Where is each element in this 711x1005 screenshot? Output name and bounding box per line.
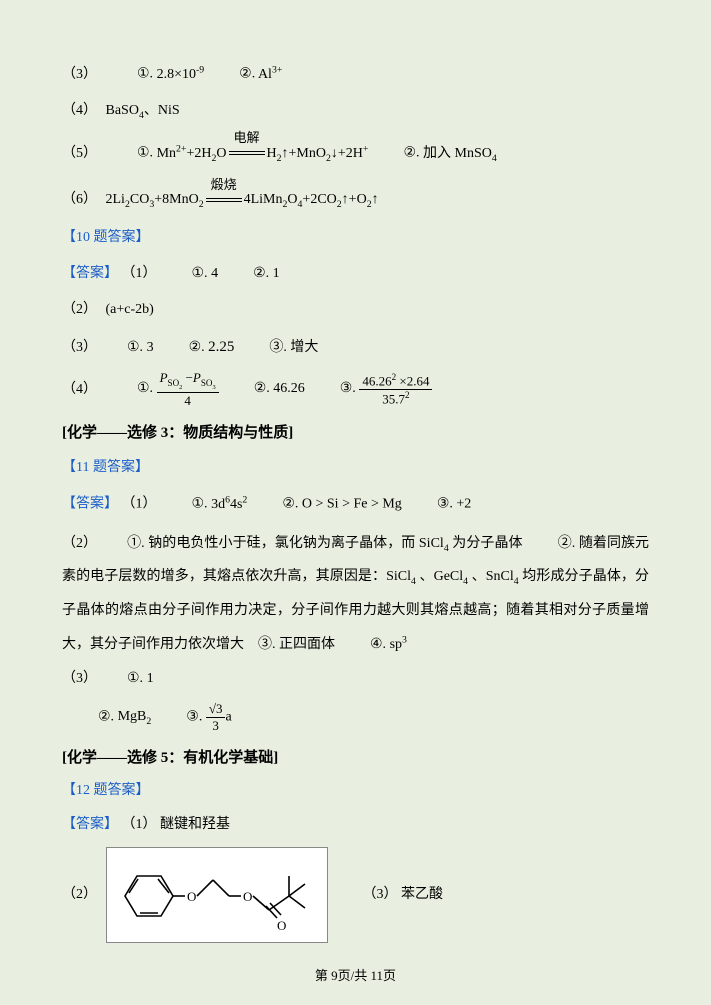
answer-text: 钠的电负性小于硅，氯化钠为离子晶体，而 SiCl4 为分子晶体 xyxy=(148,536,522,551)
answer-value: +2 xyxy=(456,497,471,512)
sub-label: ③. xyxy=(258,637,276,652)
answer-value: O > Si > Fe > Mg xyxy=(302,497,402,512)
answer-label: 【答案】 xyxy=(62,817,118,832)
answer-value: 2.8×10-9 xyxy=(157,67,205,82)
svg-text:O: O xyxy=(277,918,286,933)
answer-value: 正四面体 xyxy=(279,637,335,652)
sub-label: ②. xyxy=(98,709,114,724)
part-label: （4） xyxy=(62,376,102,404)
page-footer: 第 9页/共 11页 xyxy=(0,963,711,989)
q9-part3: （3） ①. 2.8×10-9 ②. Al3+ xyxy=(62,60,649,89)
part-label: （4） xyxy=(62,97,102,125)
q12-part1: 【答案】 （1） 醚键和羟基 xyxy=(62,811,649,839)
answer-value: sp3 xyxy=(390,637,407,652)
part-label: （3） xyxy=(62,334,102,362)
answer-value: (a+c-2b) xyxy=(106,302,154,317)
sub-label: ①. xyxy=(192,497,208,512)
fraction: PSO2 −PSO3 4 xyxy=(157,370,219,408)
q11-part3a: （3） ①. 1 xyxy=(62,665,649,693)
answer-label: 【答案】 xyxy=(62,497,118,512)
sub-label: ③. xyxy=(186,709,202,724)
answer-value: 加入 MnSO4 xyxy=(423,146,497,161)
part-label: （3） xyxy=(363,887,398,902)
sub-label: ②. xyxy=(239,67,255,82)
part-label: （1） xyxy=(122,497,157,512)
q9-part6: （6） 2Li2CO3+8MnO2煅烧4LiMn2O4+2CO2↑+O2↑ xyxy=(62,186,649,214)
answer-text: 随着同族元素的电子层数的增多，其熔点依次升高，其原因是：SiCl4 、GeCl4… xyxy=(62,536,649,652)
q9-part5: （5） ①. Mn2++2H2O电解H2↑+MnO2↓+2H+ ②. 加入 Mn… xyxy=(62,139,649,168)
q9-part4: （4） BaSO4、NiS xyxy=(62,97,649,125)
equation: 2Li2CO3+8MnO2煅烧4LiMn2O4+2CO2↑+O2↑ xyxy=(106,192,379,207)
sub-label: ②. xyxy=(189,340,205,355)
molecule-structure: O O O xyxy=(106,847,328,943)
sub-label: ②. xyxy=(403,146,419,161)
answer-value: 2.25 xyxy=(208,339,234,355)
sub-label: ③. xyxy=(437,497,453,512)
sub-label: ②. xyxy=(254,382,270,397)
answer-label: 【答案】 xyxy=(62,266,118,281)
part-label: （1） xyxy=(122,266,157,281)
q10-part3: （3） ①. 3 ②. 2.25 ③. 增大 xyxy=(62,332,649,362)
part-label: （2） xyxy=(62,296,102,324)
fraction: 46.262 ×2.64 35.72 xyxy=(359,372,432,407)
sub-label: ①. xyxy=(127,671,143,686)
svg-text:O: O xyxy=(243,889,252,904)
sub-label: ①. xyxy=(137,67,153,82)
q11-part3b: ②. MgB2 ③. √3 3 a xyxy=(62,701,649,733)
q11-part2: （2） ①. 钠的电负性小于硅，氯化钠为离子晶体，而 SiCl4 为分子晶体 ②… xyxy=(62,527,649,661)
sub-label: ①. xyxy=(127,340,143,355)
q11-part1: 【答案】 （1） ①. 3d64s2 ②. O > Si > Fe > Mg ③… xyxy=(62,490,649,519)
part-label: （6） xyxy=(62,186,102,214)
answer-value: 3d64s2 xyxy=(211,497,247,512)
fraction: √3 3 xyxy=(206,701,226,733)
q10-part2: （2） (a+c-2b) xyxy=(62,296,649,324)
sub-label: ③. xyxy=(269,340,287,355)
sub-label: ②. xyxy=(558,536,576,551)
answer-value: 1 xyxy=(147,671,154,686)
answer-value: BaSO4、NiS xyxy=(106,103,180,118)
q10-part4: （4） ①. PSO2 −PSO3 4 ②. 46.26 ③. 46.262 ×… xyxy=(62,370,649,408)
part-label: （5） xyxy=(62,140,102,168)
part-label: （3） xyxy=(62,665,102,693)
sub-label: ①. xyxy=(137,146,153,161)
sub-label: ①. xyxy=(127,536,145,551)
sub-label: ③. xyxy=(340,382,356,397)
answer-value: 醚键和羟基 xyxy=(160,817,230,832)
part-label: （1） xyxy=(122,817,157,832)
answer-value: 46.26 xyxy=(273,382,305,397)
sub-label: ①. xyxy=(192,266,208,281)
sub-label: ①. xyxy=(137,382,153,397)
answer-value: MgB2 xyxy=(118,709,152,724)
answer-value: 3 xyxy=(147,340,154,355)
q12-part2: （2） xyxy=(62,847,649,943)
answer-value: 4 xyxy=(211,266,218,281)
answer-value: 1 xyxy=(273,266,280,281)
sub-label: ④. xyxy=(370,637,386,652)
sub-label: ②. xyxy=(282,497,298,512)
answer-value: Al3+ xyxy=(258,67,282,82)
section3-title: [化学——选修 3：物质结构与性质] xyxy=(62,418,649,448)
fraction-suffix: a xyxy=(225,709,231,724)
section5-title: [化学——选修 5：有机化学基础] xyxy=(62,743,649,773)
part-label: （2） xyxy=(62,881,102,909)
equation: Mn2++2H2O电解H2↑+MnO2↓+2H+ xyxy=(157,146,369,161)
part-label: （3） xyxy=(62,61,102,89)
q11-header: 【11 题答案】 xyxy=(62,454,649,482)
answer-value: 苯乙酸 xyxy=(401,887,443,902)
part-label: （2） xyxy=(62,527,102,561)
q10-part1: 【答案】 （1） ①. 4 ②. 1 xyxy=(62,260,649,288)
sub-label: ②. xyxy=(253,266,269,281)
svg-text:O: O xyxy=(187,889,196,904)
q10-header: 【10 题答案】 xyxy=(62,224,649,252)
answer-value: 增大 xyxy=(290,340,318,355)
q12-header: 【12 题答案】 xyxy=(62,777,649,805)
